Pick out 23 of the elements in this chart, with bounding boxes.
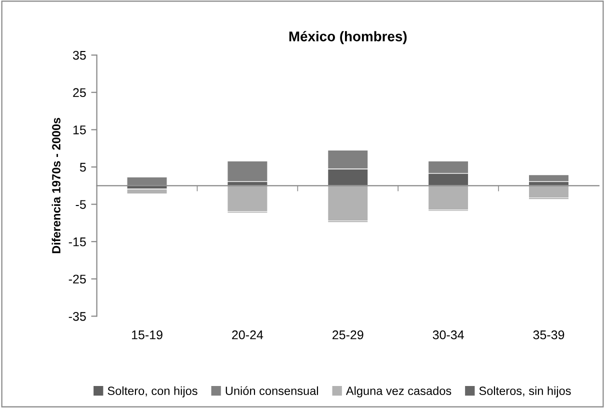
y-tick-label: 5 [80, 162, 86, 172]
legend-label: Unión consensual [226, 386, 318, 396]
bar [227, 185, 268, 212]
y-tick-label: -15 [68, 238, 86, 246]
y-axis-title: Diferencia 1970s - 2000s [52, 118, 60, 254]
y-tick-label: -35 [68, 312, 86, 321]
x-tick-label: 20-24 [232, 330, 264, 340]
y-tick-label: 25 [73, 88, 86, 98]
x-tick-label: 25-29 [332, 330, 364, 340]
y-tick-label: 35 [72, 50, 86, 60]
x-tick-label: 15-19 [132, 330, 162, 340]
bar [227, 160, 268, 182]
y-tick-label: -25 [68, 274, 86, 284]
legend-label: Soltero, con hijos [108, 386, 198, 398]
bar [528, 174, 570, 182]
legend-label: Solteros, sin hijos [479, 386, 571, 398]
bar [126, 188, 168, 194]
chart-title: México (hombres) [289, 31, 407, 44]
y-tick-label: -5 [76, 200, 86, 209]
x-tick-label: 35-39 [533, 330, 564, 340]
x-tick-label: 30-34 [432, 330, 464, 340]
y-tick-label: 15 [73, 126, 86, 134]
legend-label: Alguna vez casados [346, 386, 452, 398]
